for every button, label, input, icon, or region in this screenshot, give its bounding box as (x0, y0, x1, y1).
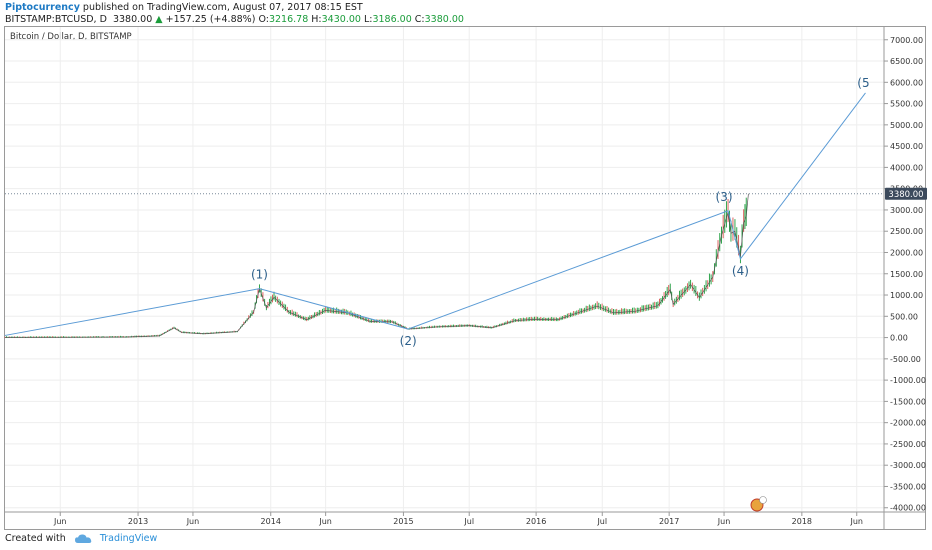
high-label: H: (311, 14, 322, 25)
up-arrow-icon: ▲ (155, 14, 163, 25)
wave-labels: (1) (2) (3) (4) (5 (251, 76, 870, 348)
y-tick-label: -2000.00 (890, 419, 926, 428)
wave-label: (1) (251, 268, 268, 282)
x-tick-label: 2015 (393, 517, 413, 526)
elliott-wave-line (4, 92, 866, 336)
tradingview-cloud-icon (74, 533, 92, 543)
price-tag: 3380.00 (885, 187, 927, 200)
ohlc-legend: BITSTAMP:BTCUSD, D 3380.00 ▲ +157.25 (+4… (5, 14, 464, 25)
author-link[interactable]: Piptocurrency (5, 2, 80, 13)
close-label: C: (414, 14, 425, 25)
y-tick-label: 6000.00 (890, 78, 923, 87)
last-price: 3380.00 (112, 14, 153, 25)
price-axis: 7000.00 6500.00 6000.00 5500.00 5000.00 4500.… (884, 36, 926, 513)
y-tick-label: -4000.00 (890, 504, 926, 513)
tradingview-brand[interactable]: TradingView (99, 533, 158, 544)
y-tick-label: 2000.00 (890, 248, 923, 257)
x-tick-label: Jun (53, 517, 67, 526)
wave-label: (5 (857, 76, 869, 90)
grid-lines (5, 27, 884, 512)
close-value: 3380.00 (424, 14, 464, 25)
price-series-line (4, 193, 749, 338)
x-tick-label: 2018 (792, 517, 812, 526)
price-change: +157.25 (+4.88%) (165, 14, 256, 25)
footer: Created with TradingView (5, 533, 157, 544)
open-value: 3216.78 (268, 14, 309, 25)
x-tick-label: 2016 (526, 517, 546, 526)
pane-title: Bitcoin / Dollar, D, BITSTAMP (10, 32, 132, 42)
y-tick-label: 5500.00 (890, 100, 923, 109)
time-axis: Jun 2013 Jun 2014 Jun 2015 Jul 2016 Jul 2017 Jun 20… (53, 512, 863, 526)
events-icon[interactable] (750, 496, 767, 512)
symbol-name: BITSTAMP:BTCUSD, D (5, 14, 107, 25)
x-tick-label: 2014 (261, 517, 281, 526)
x-tick-label: Jun (717, 517, 731, 526)
price-tag-text: 3380.00 (888, 190, 923, 200)
y-tick-label: 7000.00 (890, 36, 923, 45)
open-label: O: (258, 14, 269, 25)
high-value: 3430.00 (321, 14, 361, 25)
y-tick-label: -1000.00 (890, 376, 926, 385)
y-tick-label: 500.00 (890, 312, 918, 321)
y-tick-label: 1500.00 (890, 270, 923, 279)
x-tick-label: Jul (463, 517, 474, 526)
y-tick-label: -3500.00 (890, 482, 926, 491)
x-tick-label: Jun (186, 517, 200, 526)
publish-info: published on TradingView.com, August 07,… (82, 2, 363, 13)
x-tick-label: 2013 (128, 517, 148, 526)
y-tick-label: -1500.00 (890, 397, 926, 406)
low-value: 3186.00 (372, 14, 412, 25)
y-tick-label: 6500.00 (890, 57, 923, 66)
wave-label: (4) (732, 264, 749, 278)
wave-label: (3) (716, 190, 733, 204)
y-tick-label: 2500.00 (890, 227, 923, 236)
x-tick-label: Jun (849, 517, 863, 526)
y-tick-label: -2500.00 (890, 440, 926, 449)
chart-header-publish: Piptocurrency published on TradingView.c… (5, 2, 363, 13)
low-label: L: (363, 14, 373, 25)
y-tick-label: 5000.00 (890, 121, 923, 130)
y-tick-label: 1000.00 (890, 291, 923, 300)
candles (4, 197, 747, 338)
y-tick-label: 0.00 (890, 334, 908, 343)
x-tick-label: Jul (596, 517, 607, 526)
y-tick-label: 4000.00 (890, 163, 923, 172)
x-tick-label: Jun (318, 517, 332, 526)
price-tag-box (885, 187, 927, 200)
y-tick-label: 4500.00 (890, 142, 923, 151)
y-tick-label: -3000.00 (890, 461, 926, 470)
wave-label: (2) (400, 334, 417, 348)
chart-frame (4, 26, 926, 530)
x-tick-label: 2017 (659, 517, 679, 526)
created-with-text: Created with (5, 533, 66, 544)
y-tick-label: 3000.00 (890, 206, 923, 215)
y-tick-label: -500.00 (890, 355, 921, 364)
